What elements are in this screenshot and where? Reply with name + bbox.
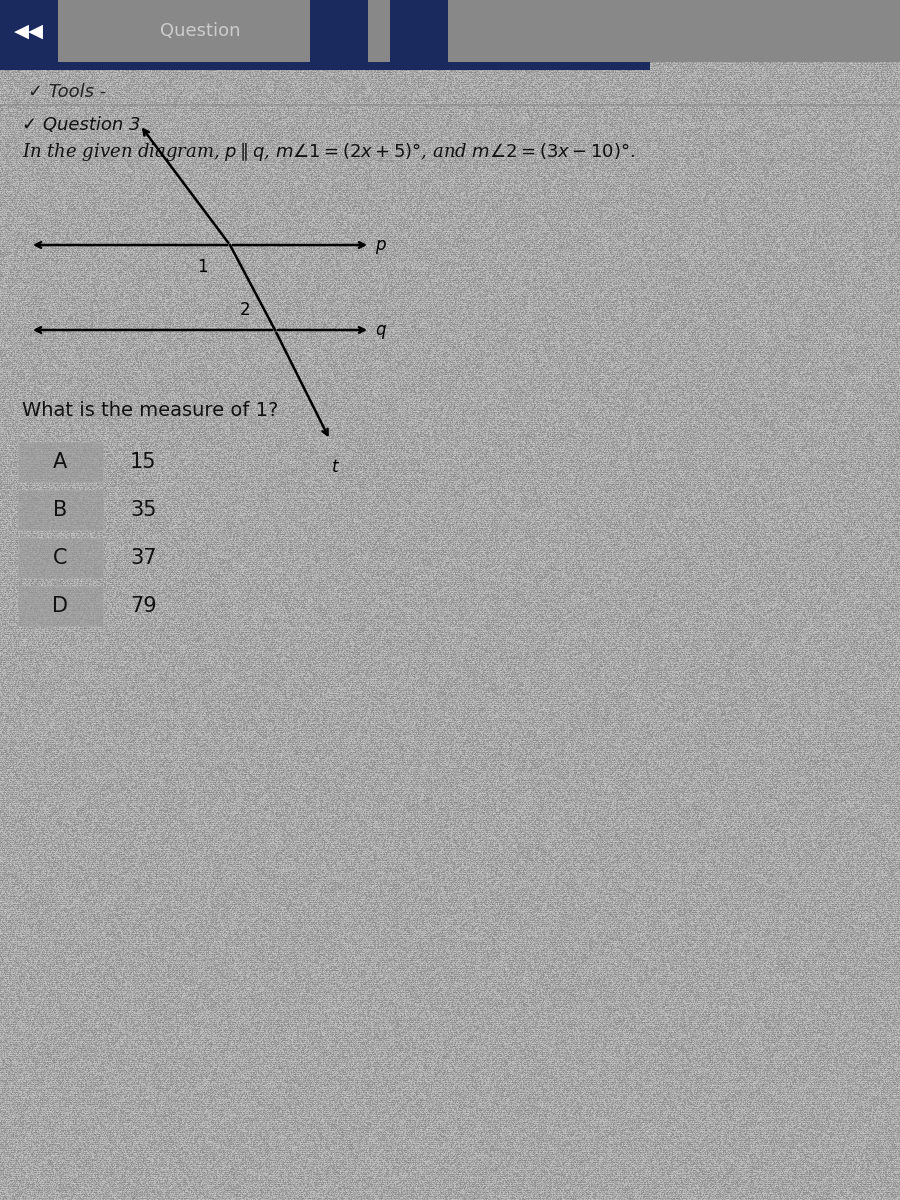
Text: 79: 79 [130,596,157,616]
Text: 2: 2 [239,301,250,319]
Text: 35: 35 [130,500,157,520]
Bar [18,586,103,626]
Text: What is the measure of 1?: What is the measure of 1? [22,401,278,420]
Text: ✓ Tools -: ✓ Tools - [28,83,106,101]
Bar [18,442,103,482]
Text: 15: 15 [130,452,157,472]
Bar [310,0,368,62]
Bar [0,0,900,62]
Bar [18,490,103,530]
Text: C: C [53,548,68,568]
Text: A: A [53,452,68,472]
Text: D: D [52,596,68,616]
Text: Question: Question [160,22,240,40]
Text: B: B [53,500,68,520]
Text: p: p [375,236,385,254]
Bar [0,104,900,106]
Text: t: t [332,458,338,476]
Bar [0,62,650,70]
Text: 1: 1 [197,258,207,276]
Text: q: q [375,320,385,338]
Text: ✓ Question 3: ✓ Question 3 [22,116,140,134]
Text: ◀◀: ◀◀ [14,22,44,41]
Text: In the given diagram, $p \parallel q$, $m\angle1 = (2x + 5)°$, and $m\angle2 = (: In the given diagram, $p \parallel q$, $… [22,140,635,163]
Bar [18,538,103,578]
Text: 37: 37 [130,548,157,568]
Bar [390,0,448,62]
Bar [0,0,58,62]
